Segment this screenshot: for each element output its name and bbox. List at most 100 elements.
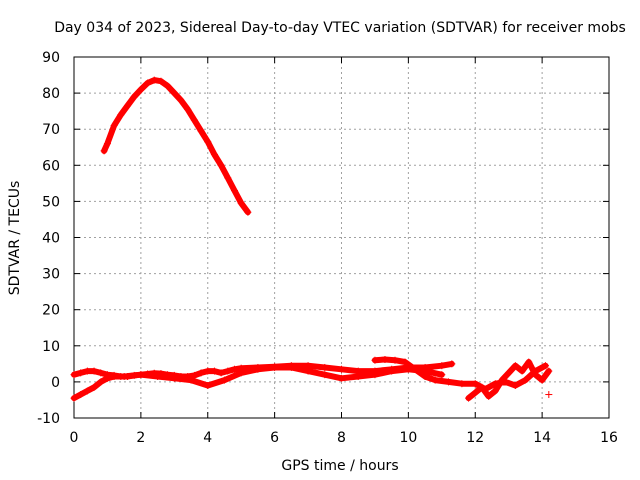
data-point <box>518 367 526 375</box>
x-tick-label: 4 <box>203 430 212 446</box>
data-point <box>445 378 452 386</box>
data-point <box>254 365 262 373</box>
data-point <box>511 382 519 390</box>
data-point <box>401 358 409 366</box>
y-tick-label: 20 <box>42 303 60 319</box>
data-point <box>244 208 252 216</box>
data-point <box>190 371 198 379</box>
data-point <box>231 365 238 373</box>
data-point <box>154 372 162 380</box>
data-point <box>411 365 419 373</box>
data-point <box>90 383 98 391</box>
data-point <box>184 105 192 113</box>
data-point <box>271 363 279 371</box>
series-trace <box>101 77 251 216</box>
data-point <box>438 371 446 379</box>
data-point <box>157 77 165 85</box>
data-series <box>70 76 553 402</box>
data-point <box>77 369 85 377</box>
data-point <box>338 365 345 373</box>
y-tick-label: 90 <box>42 50 60 66</box>
series-high-arc <box>100 76 252 216</box>
x-axis-label: GPS time / hours <box>281 458 398 474</box>
data-point <box>103 374 111 382</box>
y-tick-label: 50 <box>42 194 60 210</box>
data-point <box>70 371 78 379</box>
data-point <box>321 363 329 371</box>
data-point <box>498 376 506 384</box>
data-point <box>164 82 172 90</box>
data-point <box>525 358 533 366</box>
data-point <box>421 372 429 380</box>
data-point <box>144 79 152 87</box>
data-point <box>97 369 105 377</box>
data-point <box>187 376 195 384</box>
data-point <box>197 369 205 377</box>
grid <box>74 57 609 418</box>
data-point <box>220 376 228 384</box>
series-trace <box>371 356 549 393</box>
data-point <box>321 371 329 379</box>
data-point <box>531 371 539 379</box>
data-point <box>287 363 295 371</box>
data-point <box>224 174 232 182</box>
data-point <box>217 369 225 377</box>
y-tick-label: 40 <box>42 231 60 247</box>
data-point <box>237 199 245 207</box>
data-point <box>110 372 118 380</box>
data-point <box>231 187 238 195</box>
data-point <box>170 89 178 97</box>
y-tick-label: 30 <box>42 267 60 283</box>
data-point <box>70 394 78 402</box>
data-point <box>150 76 158 84</box>
data-point <box>545 367 553 375</box>
data-point <box>83 367 91 375</box>
data-point <box>541 362 549 370</box>
data-point <box>304 367 312 375</box>
data-point <box>120 372 128 380</box>
x-tick-label: 12 <box>466 430 484 446</box>
data-point <box>371 371 379 379</box>
data-point <box>130 93 138 101</box>
x-tick-label: 8 <box>337 430 346 446</box>
data-point <box>438 362 446 370</box>
data-point <box>110 122 118 130</box>
data-point <box>97 378 105 386</box>
y-tick-label: 80 <box>42 86 60 102</box>
data-point <box>224 367 232 375</box>
data-point <box>485 392 493 400</box>
data-point <box>137 371 145 379</box>
y-tick-label: -10 <box>37 411 60 427</box>
x-tick-label: 16 <box>600 430 618 446</box>
chart-title: Day 034 of 2023, Sidereal Day-to-day VTE… <box>54 20 626 36</box>
data-point <box>388 367 396 375</box>
data-point <box>100 147 108 155</box>
data-point <box>90 367 98 375</box>
data-point <box>371 356 379 364</box>
x-tick-label: 0 <box>70 430 79 446</box>
y-tick-label: 0 <box>51 375 60 391</box>
series-band-b <box>70 363 446 402</box>
data-point <box>478 383 486 391</box>
x-tick-labels: 0 2 4 6 8 10 12 14 16 <box>70 430 618 446</box>
data-point <box>538 376 546 384</box>
data-point <box>204 382 212 390</box>
data-point <box>381 356 389 364</box>
data-point <box>545 391 553 399</box>
y-axis-label: SDTVAR / TECUs <box>7 181 23 296</box>
data-point <box>338 374 345 382</box>
data-point <box>448 360 456 368</box>
data-point <box>471 380 479 388</box>
series-outlier <box>545 391 553 399</box>
data-point <box>137 85 145 93</box>
x-tick-label: 2 <box>136 430 145 446</box>
data-point <box>354 372 362 380</box>
data-point <box>431 376 439 384</box>
data-point <box>204 367 212 375</box>
data-point <box>471 389 479 397</box>
x-tick-label: 6 <box>270 430 279 446</box>
data-point <box>210 150 218 158</box>
y-tick-label: 60 <box>42 158 60 174</box>
y-tick-labels: -10 0 10 20 30 40 50 60 70 80 90 <box>37 50 60 427</box>
